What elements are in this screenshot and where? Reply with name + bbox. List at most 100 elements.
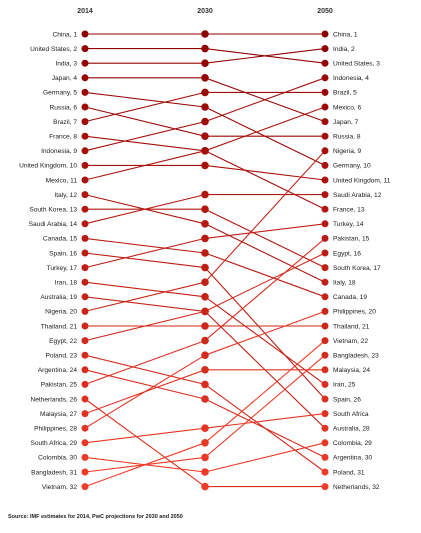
line-united-kingdom-2030-2050 [204, 164, 326, 181]
column-header-2014: 2014 [77, 8, 93, 15]
marker-saudi-arabia-2014 [81, 220, 89, 228]
marker-argentina-2014 [81, 366, 89, 374]
line-south-africa-2014-2030 [84, 427, 206, 444]
left-label-brazil: Brazil, 7 [53, 119, 77, 126]
marker-philippines-2014 [81, 424, 89, 432]
left-label-turkey: Turkey, 17 [47, 265, 78, 272]
marker-malaysia-2014 [81, 410, 89, 418]
marker-poland-2050 [321, 468, 329, 476]
marker-nigeria-2050 [321, 147, 329, 155]
left-label-pakistan: Pakistan, 25 [41, 382, 78, 389]
marker-egypt-2030 [201, 307, 209, 316]
marker-philippines-2050 [321, 307, 329, 315]
left-label-malaysia: Malaysia, 27 [40, 411, 77, 418]
left-label-france: France, 8 [49, 134, 77, 141]
right-label-1: China, 1 [333, 31, 358, 38]
marker-pakistan-2014 [81, 380, 89, 388]
right-label-3: United States, 3 [333, 61, 380, 68]
line-france-2014-2030 [84, 135, 206, 152]
left-label-italy: Italy, 12 [54, 192, 77, 199]
marker-vietnam-2014 [81, 483, 89, 491]
marker-united-kingdom-2014 [81, 161, 89, 169]
marker-south-korea-2014 [81, 205, 89, 213]
marker-japan-2014 [81, 74, 89, 82]
line-australia-2014-2030 [84, 296, 206, 312]
column-header-2030: 2030 [197, 8, 213, 15]
marker-south-africa-2030 [201, 424, 209, 433]
marker-egypt-2050 [321, 249, 329, 257]
source-note: Source: IMF estimates for 2014, PwC proj… [8, 514, 183, 520]
marker-iran-2014 [81, 278, 89, 286]
marker-united-states-2014 [81, 45, 89, 53]
marker-south-korea-2030 [201, 205, 209, 213]
marker-poland-2014 [81, 351, 89, 359]
left-label-spain: Spain, 16 [49, 250, 77, 257]
marker-indonesia-2014 [81, 147, 89, 155]
line-egypt-2030-2050 [204, 252, 326, 312]
marker-indonesia-2030 [201, 117, 209, 126]
left-label-south-africa: South Africa, 29 [30, 440, 77, 447]
line-iran-2014-2030 [84, 281, 206, 298]
marker-mexico-2014 [81, 176, 89, 184]
left-label-china: China, 1 [52, 31, 77, 38]
marker-malaysia-2050 [321, 366, 329, 374]
marker-bangladesh-2050 [321, 351, 329, 359]
line-nigeria-2030-2050 [204, 150, 326, 283]
marker-japan-2050 [321, 118, 329, 126]
marker-thailand-2050 [321, 322, 329, 330]
marker-china-2050 [321, 30, 329, 38]
marker-iran-2050 [321, 380, 329, 388]
right-label-9: Nigeria, 9 [333, 148, 362, 155]
right-label-25: Iran, 25 [333, 382, 356, 389]
right-label-18: Italy, 18 [333, 280, 356, 287]
column-headers: 2014 2030 2050 [77, 8, 333, 15]
line-iran-2030-2050 [204, 296, 326, 385]
right-label-24: Malaysia, 24 [333, 367, 370, 374]
marker-vietnam-2030 [201, 439, 209, 447]
marker-italy-2014 [81, 191, 89, 199]
marker-south-korea-2050 [321, 264, 329, 272]
left-label-thailand: Thailand, 21 [41, 323, 78, 330]
rank-markers [81, 30, 329, 491]
column-header-2050: 2050 [317, 8, 333, 15]
left-label-india: India, 3 [55, 61, 77, 68]
right-label-31: Poland, 31 [333, 469, 365, 476]
left-label-united-states: United States, 2 [30, 46, 77, 53]
left-label-russia: Russia, 6 [50, 104, 78, 111]
marker-malaysia-2030 [201, 366, 209, 374]
right-label-16: Egypt, 16 [333, 250, 361, 257]
marker-nigeria-2014 [81, 307, 89, 315]
marker-pakistan-2050 [321, 234, 329, 242]
right-label-29: Colombia, 29 [333, 440, 372, 447]
left-label-japan: Japan, 4 [52, 75, 78, 82]
left-label-canada: Canada, 15 [43, 236, 77, 243]
left-label-poland: Poland, 23 [45, 353, 77, 360]
right-label-7: Japan, 7 [333, 119, 359, 126]
line-india-2030-2050 [204, 48, 326, 64]
marker-spain-2050 [321, 395, 329, 403]
marker-saudi-arabia-2030 [201, 190, 209, 199]
right-label-30: Argentina, 30 [333, 455, 373, 462]
marker-united-states-2050 [321, 59, 329, 67]
marker-brazil-2014 [81, 118, 89, 126]
left-label-united-kingdom: United Kingdom, 10 [19, 163, 77, 170]
line-pakistan-2014-2030 [84, 340, 206, 385]
marker-thailand-2014 [81, 322, 89, 330]
line-canada-2030-2050 [204, 252, 326, 298]
left-label-germany: Germany, 5 [43, 90, 77, 97]
marker-russia-2030 [201, 132, 209, 140]
marker-spain-2014 [81, 249, 89, 257]
marker-thailand-2030 [201, 322, 209, 330]
line-colombia-2030-2050 [204, 442, 326, 473]
right-label-4: Indonesia, 4 [333, 75, 369, 82]
marker-russia-2050 [321, 132, 329, 140]
marker-philippines-2030 [201, 351, 209, 360]
marker-iran-2030 [201, 293, 209, 301]
line-bangladesh-2030-2050 [204, 354, 326, 458]
marker-russia-2014 [81, 103, 89, 111]
marker-canada-2014 [81, 234, 89, 242]
left-label-south-korea: South Korea, 13 [29, 207, 77, 214]
marker-mexico-2030 [201, 147, 209, 155]
line-russia-2014-2030 [84, 106, 206, 137]
